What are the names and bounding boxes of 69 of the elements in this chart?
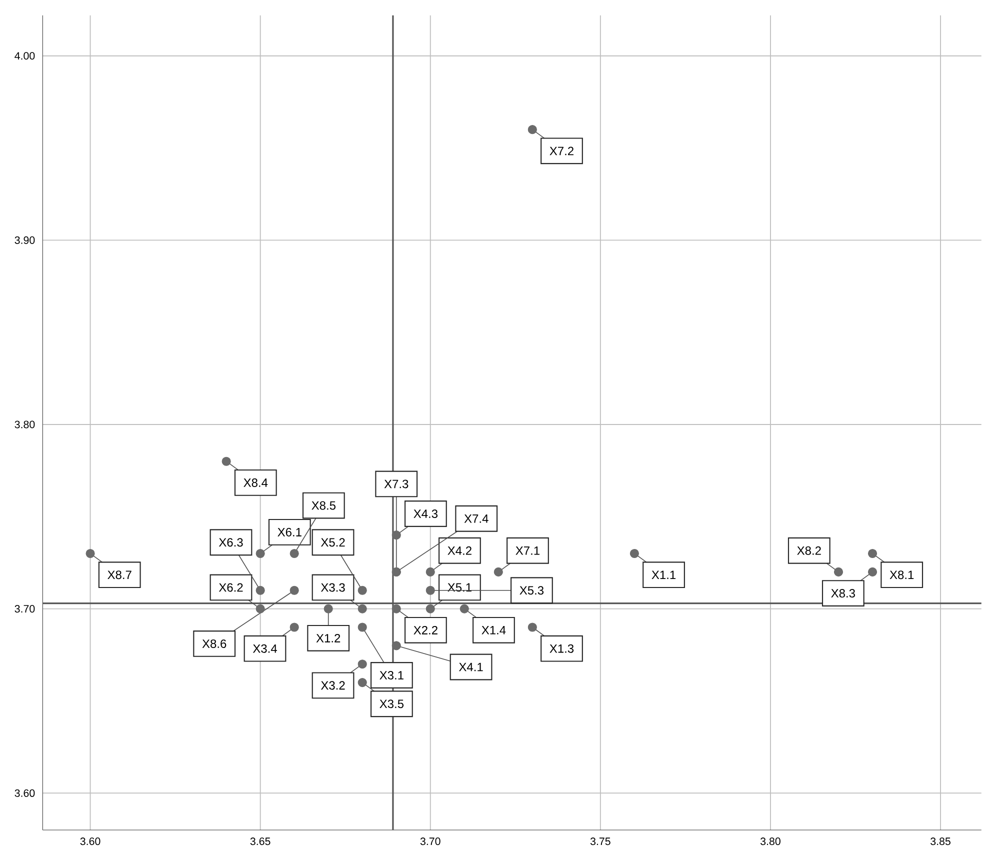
point [358, 586, 367, 595]
data-label: X8.1 [890, 570, 914, 580]
x-tick-label: 3.80 [760, 838, 780, 846]
point [426, 604, 435, 614]
data-label: X1.3 [550, 644, 574, 653]
data-label: X4.3 [414, 509, 438, 518]
point [868, 548, 878, 558]
point [290, 548, 299, 558]
data-label: X7.4 [464, 514, 488, 523]
point [290, 622, 299, 632]
x-tick-label: 3.65 [250, 838, 270, 846]
data-label: X8.2 [797, 546, 821, 555]
data-label: X4.2 [448, 546, 472, 555]
point [528, 622, 537, 632]
data-label: X1.2 [316, 634, 340, 642]
point [460, 604, 469, 614]
point [290, 586, 299, 595]
point [392, 641, 401, 650]
x-tick-label: 3.60 [80, 838, 100, 846]
data-label: X7.1 [516, 546, 540, 555]
y-tick-label: 3.90 [14, 236, 35, 244]
point [222, 456, 231, 466]
data-label: X6.1 [278, 528, 302, 536]
point [392, 604, 401, 614]
point [358, 622, 367, 632]
data-label: X6.3 [218, 538, 243, 547]
y-tick-label: 4.00 [14, 52, 35, 60]
point [392, 530, 401, 540]
point [528, 125, 537, 134]
point [358, 604, 367, 614]
data-label: X2.2 [414, 626, 438, 634]
data-label: X3.2 [320, 681, 345, 690]
data-label: X1.4 [482, 626, 506, 634]
data-label: X8.3 [831, 589, 855, 598]
data-label: X8.5 [312, 501, 336, 510]
data-label: X7.3 [384, 480, 408, 488]
point [494, 567, 503, 576]
data-label: X5.2 [320, 538, 345, 547]
x-tick-label: 3.85 [930, 838, 950, 846]
point [426, 567, 435, 576]
y-tick-label: 3.70 [14, 605, 35, 613]
data-label: X3.5 [380, 700, 404, 708]
point [256, 586, 265, 595]
data-label: X8.6 [202, 639, 226, 648]
point [324, 604, 333, 614]
data-label: X4.1 [458, 662, 483, 672]
data-label: X8.4 [244, 478, 268, 487]
data-label: X5.1 [448, 583, 472, 592]
data-label: X3.1 [380, 670, 404, 680]
y-tick-label: 3.60 [14, 789, 35, 797]
point [426, 586, 435, 595]
x-tick-label: 3.75 [590, 838, 610, 846]
point [630, 548, 639, 558]
point [256, 548, 265, 558]
data-label: X3.3 [320, 583, 345, 592]
point [358, 678, 367, 688]
y-tick-label: 3.80 [14, 420, 35, 428]
data-label: X3.4 [252, 644, 277, 653]
x-tick-label: 3.70 [420, 838, 440, 846]
data-label: X8.7 [108, 570, 132, 580]
data-label: X7.2 [550, 146, 574, 156]
point [358, 660, 367, 669]
point [86, 548, 95, 558]
point [256, 604, 265, 614]
data-label: X6.2 [218, 583, 243, 592]
data-label: X1.1 [652, 570, 676, 579]
data-label: X5.3 [520, 586, 544, 595]
point [834, 567, 844, 576]
point [868, 567, 878, 576]
